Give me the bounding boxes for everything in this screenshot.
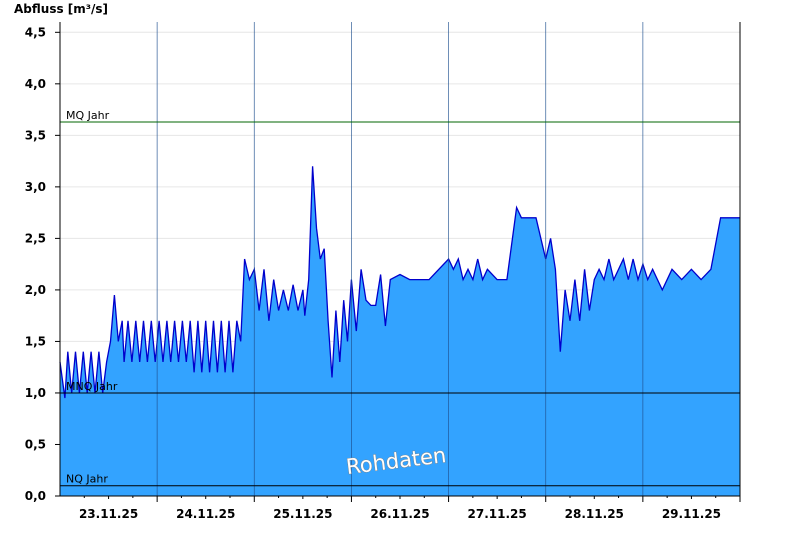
discharge-line xyxy=(59,166,740,399)
reference-line-label: NQ Jahr xyxy=(66,473,108,486)
y-tick-label: 0,0 xyxy=(25,489,46,503)
y-axis-label: Abfluss [m³/s] xyxy=(14,2,108,16)
y-tick-label: 0,5 xyxy=(25,437,46,451)
day-separator-lines xyxy=(156,22,644,496)
reference-line-label: MNQ Jahr xyxy=(66,380,118,393)
axes xyxy=(55,22,741,502)
reference-line-label: MQ Jahr xyxy=(66,109,110,122)
x-tick-label: 25.11.25 xyxy=(273,507,332,521)
y-tick-label: 3,5 xyxy=(25,128,46,142)
y-tick-label: 4,0 xyxy=(25,77,46,91)
y-tick-label: 4,5 xyxy=(25,25,46,39)
x-tick-label: 28.11.25 xyxy=(565,507,624,521)
discharge-area xyxy=(60,166,740,497)
x-tick-label: 23.11.25 xyxy=(79,507,138,521)
y-tick-label: 3,0 xyxy=(25,180,46,194)
reference-lines: MQ Jahr MNQ Jahr NQ Jahr xyxy=(60,109,740,487)
x-tick-label: 24.11.25 xyxy=(176,507,235,521)
y-tick-label: 1,0 xyxy=(25,386,46,400)
y-tick-labels: 0,0 0,5 1,0 1,5 2,0 2,5 3,0 3,5 4,0 4,5 xyxy=(25,25,46,503)
data-area-layer xyxy=(59,166,740,497)
y-tick-label: 2,5 xyxy=(25,231,46,245)
x-tick-label: 27.11.25 xyxy=(468,507,527,521)
x-tick-labels: 23.11.25 24.11.25 25.11.25 26.11.25 27.11.25… xyxy=(79,507,721,521)
x-tick-label: 29.11.25 xyxy=(662,507,721,521)
x-tick-label: 26.11.25 xyxy=(370,507,429,521)
y-tick-label: 1,5 xyxy=(25,334,46,348)
y-tick-label: 2,0 xyxy=(25,283,46,297)
